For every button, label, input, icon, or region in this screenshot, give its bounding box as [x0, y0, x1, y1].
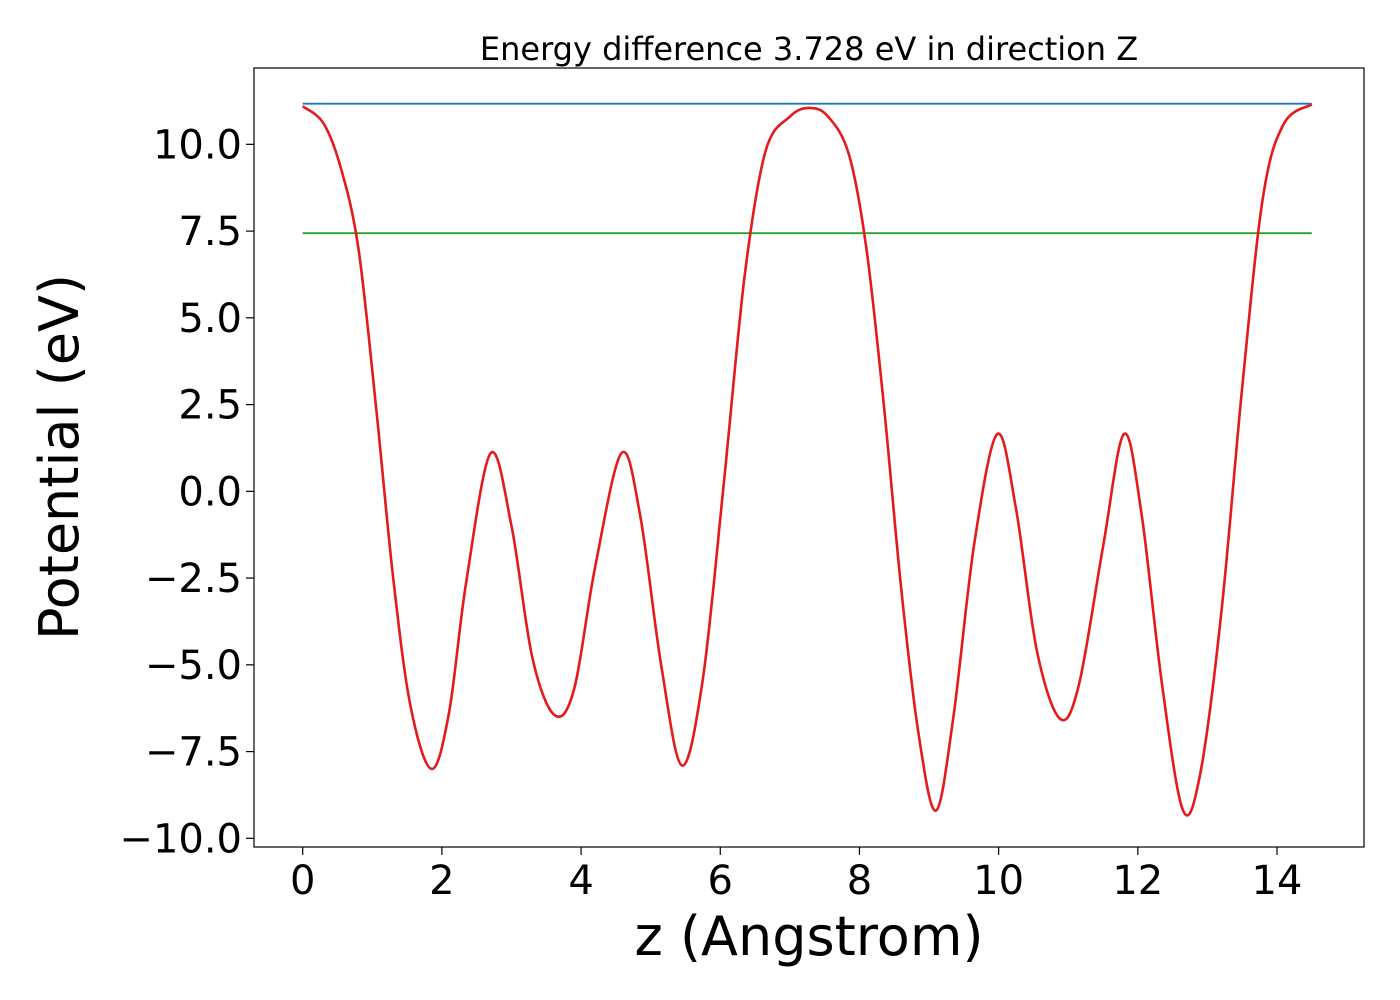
y-tick-label: −7.5	[145, 730, 242, 776]
y-tick-label: 0.0	[178, 469, 242, 515]
x-tick-label: 12	[1112, 858, 1163, 904]
y-axis-label: Potential (eV)	[28, 274, 91, 640]
y-tick-label: −2.5	[145, 556, 242, 602]
x-axis: 0 2 4 6 8 10 12 14	[290, 847, 1302, 904]
y-tick-label: −10.0	[119, 816, 242, 862]
x-tick-label: 10	[973, 858, 1024, 904]
x-tick-label: 0	[290, 858, 315, 904]
series-line-3	[301, 103, 1313, 817]
x-tick-label: 8	[847, 858, 872, 904]
x-tick-label: 4	[568, 858, 593, 904]
x-tick-label: 2	[429, 858, 454, 904]
y-tick-label: 7.5	[178, 209, 242, 255]
y-axis: −10.0 −7.5 −5.0 −2.5 0.0 2.5 5.0 7.5 10.0	[119, 122, 254, 862]
x-axis-label: z (Angstrom)	[634, 905, 983, 968]
series-layer	[301, 102, 1313, 817]
plot-background	[254, 68, 1364, 847]
chart-title: Energy difference 3.728 eV in direction …	[480, 30, 1138, 68]
y-tick-label: −5.0	[145, 643, 242, 689]
x-tick-label: 14	[1252, 858, 1303, 904]
x-tick-label: 6	[708, 858, 733, 904]
plot-frame	[253, 67, 1365, 848]
y-tick-label: 5.0	[178, 296, 242, 342]
y-tick-label: 2.5	[178, 383, 242, 429]
y-tick-label: 10.0	[153, 122, 242, 168]
